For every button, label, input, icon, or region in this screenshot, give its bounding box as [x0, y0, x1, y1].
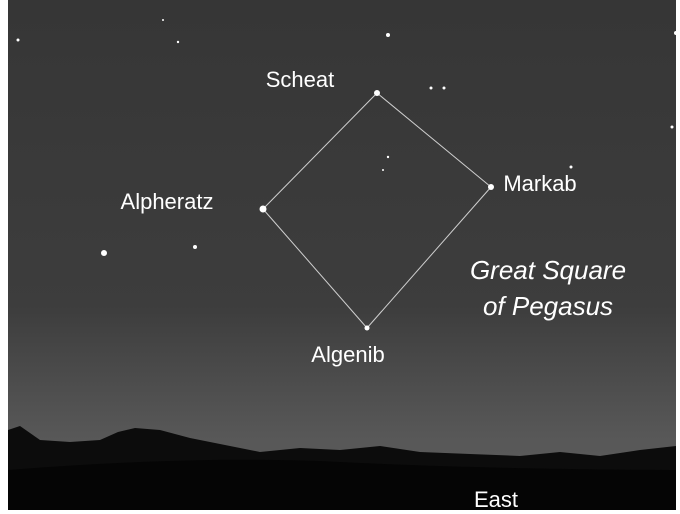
caption-line: of Pegasus [483, 291, 613, 321]
star-label: Algenib [311, 342, 384, 367]
caption-line: Great Square [470, 255, 626, 285]
star-label: Markab [503, 171, 576, 196]
star-label: Scheat [266, 67, 335, 92]
sky-image: Scheat Markab Algenib Alpheratz Great Sq… [0, 0, 680, 514]
direction-label: East [474, 487, 518, 512]
star-label: Alpheratz [121, 189, 214, 214]
